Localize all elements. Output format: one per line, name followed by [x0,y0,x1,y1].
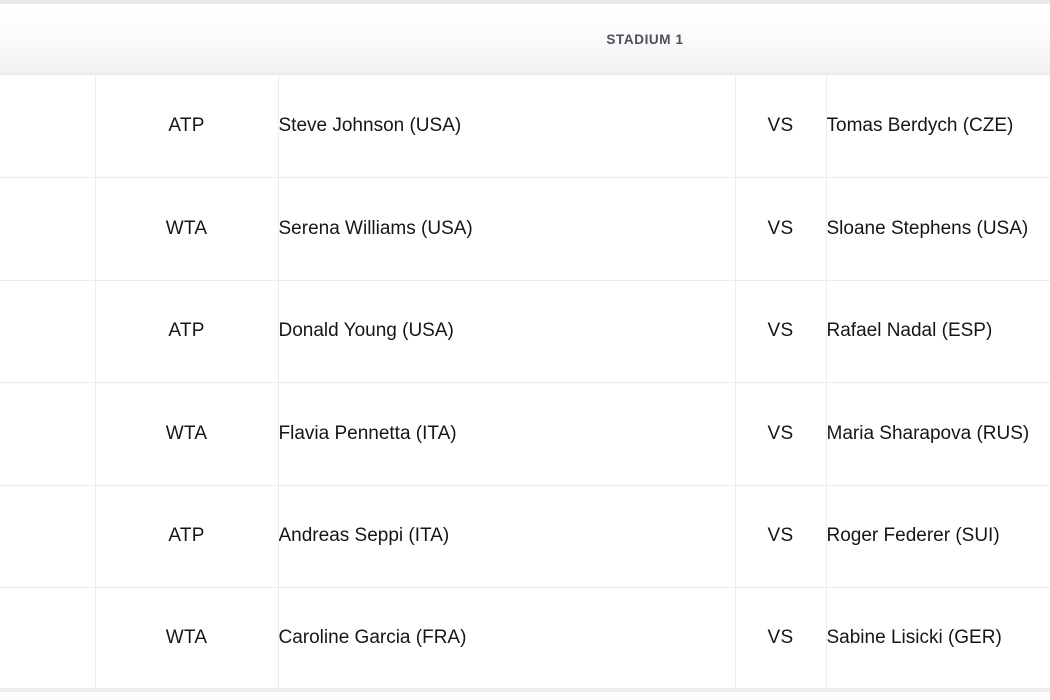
match-league-cell: ATP [95,75,279,178]
match-vs-label: VS [735,177,827,281]
match-player2-cell[interactable]: Maria Sharapova (RUS) [826,382,1050,486]
match-player1-cell[interactable]: Steve Johnson (USA) [278,75,736,178]
match-row[interactable]: ATP Donald Young (USA) VS Rafael Nadal (ESP… [0,280,1050,383]
match-player1-cell[interactable]: Donald Young (USA) [278,280,736,383]
match-league-cell: WTA [95,382,279,486]
match-row[interactable]: WTA Serena Williams (USA) VS Sloane Stephen… [0,177,1050,281]
match-row[interactable]: WTA Flavia Pennetta (ITA) VS Maria Sharapov… [0,382,1050,486]
match-league-cell: WTA [95,587,279,692]
row-spacer-cell [0,587,96,692]
match-player2-cell[interactable]: Tomas Berdych (CZE) [826,75,1050,178]
match-row[interactable]: WTA Caroline Garcia (FRA) VS Sabine Lisicki… [0,587,1050,692]
row-spacer-cell [0,280,96,383]
match-league-cell: ATP [95,280,279,383]
match-vs-label: VS [735,382,827,486]
match-player1-cell[interactable]: Flavia Pennetta (ITA) [278,382,736,486]
row-spacer-cell [0,382,96,486]
match-vs-label: VS [735,280,827,383]
match-league-cell: WTA [95,177,279,281]
match-league-cell: ATP [95,485,279,588]
match-player2-cell[interactable]: Sloane Stephens (USA) [826,177,1050,281]
match-row[interactable]: ATP Steve Johnson (USA) VS Tomas Berdych (C… [0,75,1050,178]
match-player1-cell[interactable]: Serena Williams (USA) [278,177,736,281]
stadium-header-title: STADIUM 1 [606,31,684,47]
match-player2-cell[interactable]: Sabine Lisicki (GER) [826,587,1050,692]
match-vs-label: VS [735,485,827,588]
match-vs-label: VS [735,587,827,692]
match-player2-cell[interactable]: Roger Federer (SUI) [826,485,1050,588]
stadium-header: STADIUM 1 [0,0,1050,75]
match-player1-cell[interactable]: Caroline Garcia (FRA) [278,587,736,692]
row-spacer-cell [0,177,96,281]
match-schedule-table: ATP Steve Johnson (USA) VS Tomas Berdych (C… [0,75,1050,692]
match-vs-label: VS [735,75,827,178]
match-row[interactable]: ATP Andreas Seppi (ITA) VS Roger Federer (S… [0,485,1050,588]
match-schedule-body: ATP Steve Johnson (USA) VS Tomas Berdych (C… [0,75,1050,692]
match-player1-cell[interactable]: Andreas Seppi (ITA) [278,485,736,588]
row-spacer-cell [0,75,96,178]
match-player2-cell[interactable]: Rafael Nadal (ESP) [826,280,1050,383]
row-spacer-cell [0,485,96,588]
